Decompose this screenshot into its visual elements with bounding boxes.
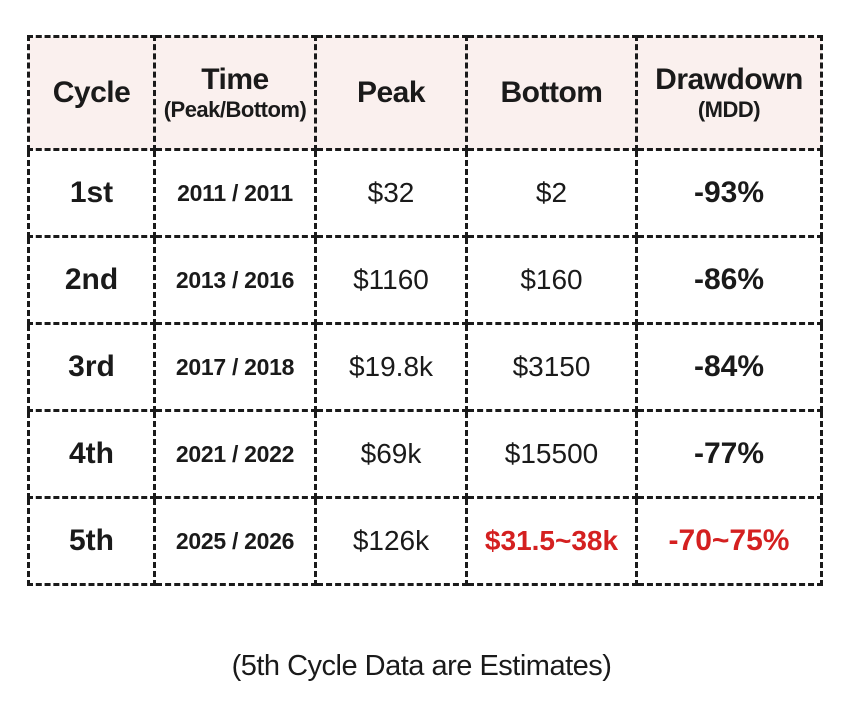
cell-drawdown: -86% bbox=[635, 235, 823, 325]
cell-drawdown: -77% bbox=[635, 409, 823, 499]
col-header-label: Bottom bbox=[500, 75, 603, 109]
cell-peak: $32 bbox=[314, 148, 468, 238]
col-header-sublabel: (Peak/Bottom) bbox=[163, 97, 307, 123]
table-row-4th-cycle: 4th 2021 / 2022 $69k $15500 -77% bbox=[27, 409, 823, 499]
cell-cycle: 1st bbox=[27, 148, 156, 238]
cell-peak: $69k bbox=[314, 409, 468, 499]
estimates-footnote: (5th Cycle Data are Estimates) bbox=[231, 650, 612, 682]
cell-drawdown: -93% bbox=[635, 148, 823, 238]
table-row-1st-cycle: 1st 2011 / 2011 $32 $2 -93% bbox=[27, 148, 823, 238]
cell-time: 2017 / 2018 bbox=[153, 322, 317, 412]
cell-bottom-estimate: $31.5~38k bbox=[465, 496, 638, 586]
cell-cycle: 5th bbox=[27, 496, 156, 586]
col-header-sublabel: (MDD) bbox=[697, 97, 761, 123]
cell-time: 2025 / 2026 bbox=[153, 496, 317, 586]
cell-drawdown-estimate: -70~75% bbox=[635, 496, 823, 586]
table-header-row: Cycle Time (Peak/Bottom) Peak Bottom Dra… bbox=[27, 35, 823, 151]
col-header-label: Peak bbox=[356, 75, 426, 109]
cell-time: 2011 / 2011 bbox=[153, 148, 317, 238]
table-row-2nd-cycle: 2nd 2013 / 2016 $1160 $160 -86% bbox=[27, 235, 823, 325]
col-header-label: Cycle bbox=[52, 75, 131, 109]
cell-drawdown: -84% bbox=[635, 322, 823, 412]
cell-bottom: $15500 bbox=[465, 409, 638, 499]
cell-bottom: $3150 bbox=[465, 322, 638, 412]
col-header-cycle: Cycle bbox=[27, 35, 156, 151]
col-header-peak: Peak bbox=[314, 35, 468, 151]
cell-bottom: $160 bbox=[465, 235, 638, 325]
col-header-drawdown: Drawdown (MDD) bbox=[635, 35, 823, 151]
table-row-5th-cycle: 5th 2025 / 2026 $126k $31.5~38k -70~75% bbox=[27, 496, 823, 586]
cell-cycle: 4th bbox=[27, 409, 156, 499]
cell-time: 2013 / 2016 bbox=[153, 235, 317, 325]
col-header-label: Drawdown bbox=[655, 62, 803, 96]
table-row-3rd-cycle: 3rd 2017 / 2018 $19.8k $3150 -84% bbox=[27, 322, 823, 412]
cell-bottom: $2 bbox=[465, 148, 638, 238]
cell-time: 2021 / 2022 bbox=[153, 409, 317, 499]
col-header-bottom: Bottom bbox=[465, 35, 638, 151]
bitcoin-cycle-table: Cycle Time (Peak/Bottom) Peak Bottom Dra… bbox=[27, 35, 823, 586]
cell-cycle: 3rd bbox=[27, 322, 156, 412]
col-header-time: Time (Peak/Bottom) bbox=[153, 35, 317, 151]
cell-peak: $19.8k bbox=[314, 322, 468, 412]
cell-peak: $126k bbox=[314, 496, 468, 586]
cell-cycle: 2nd bbox=[27, 235, 156, 325]
cell-peak: $1160 bbox=[314, 235, 468, 325]
col-header-label: Time bbox=[201, 62, 269, 96]
